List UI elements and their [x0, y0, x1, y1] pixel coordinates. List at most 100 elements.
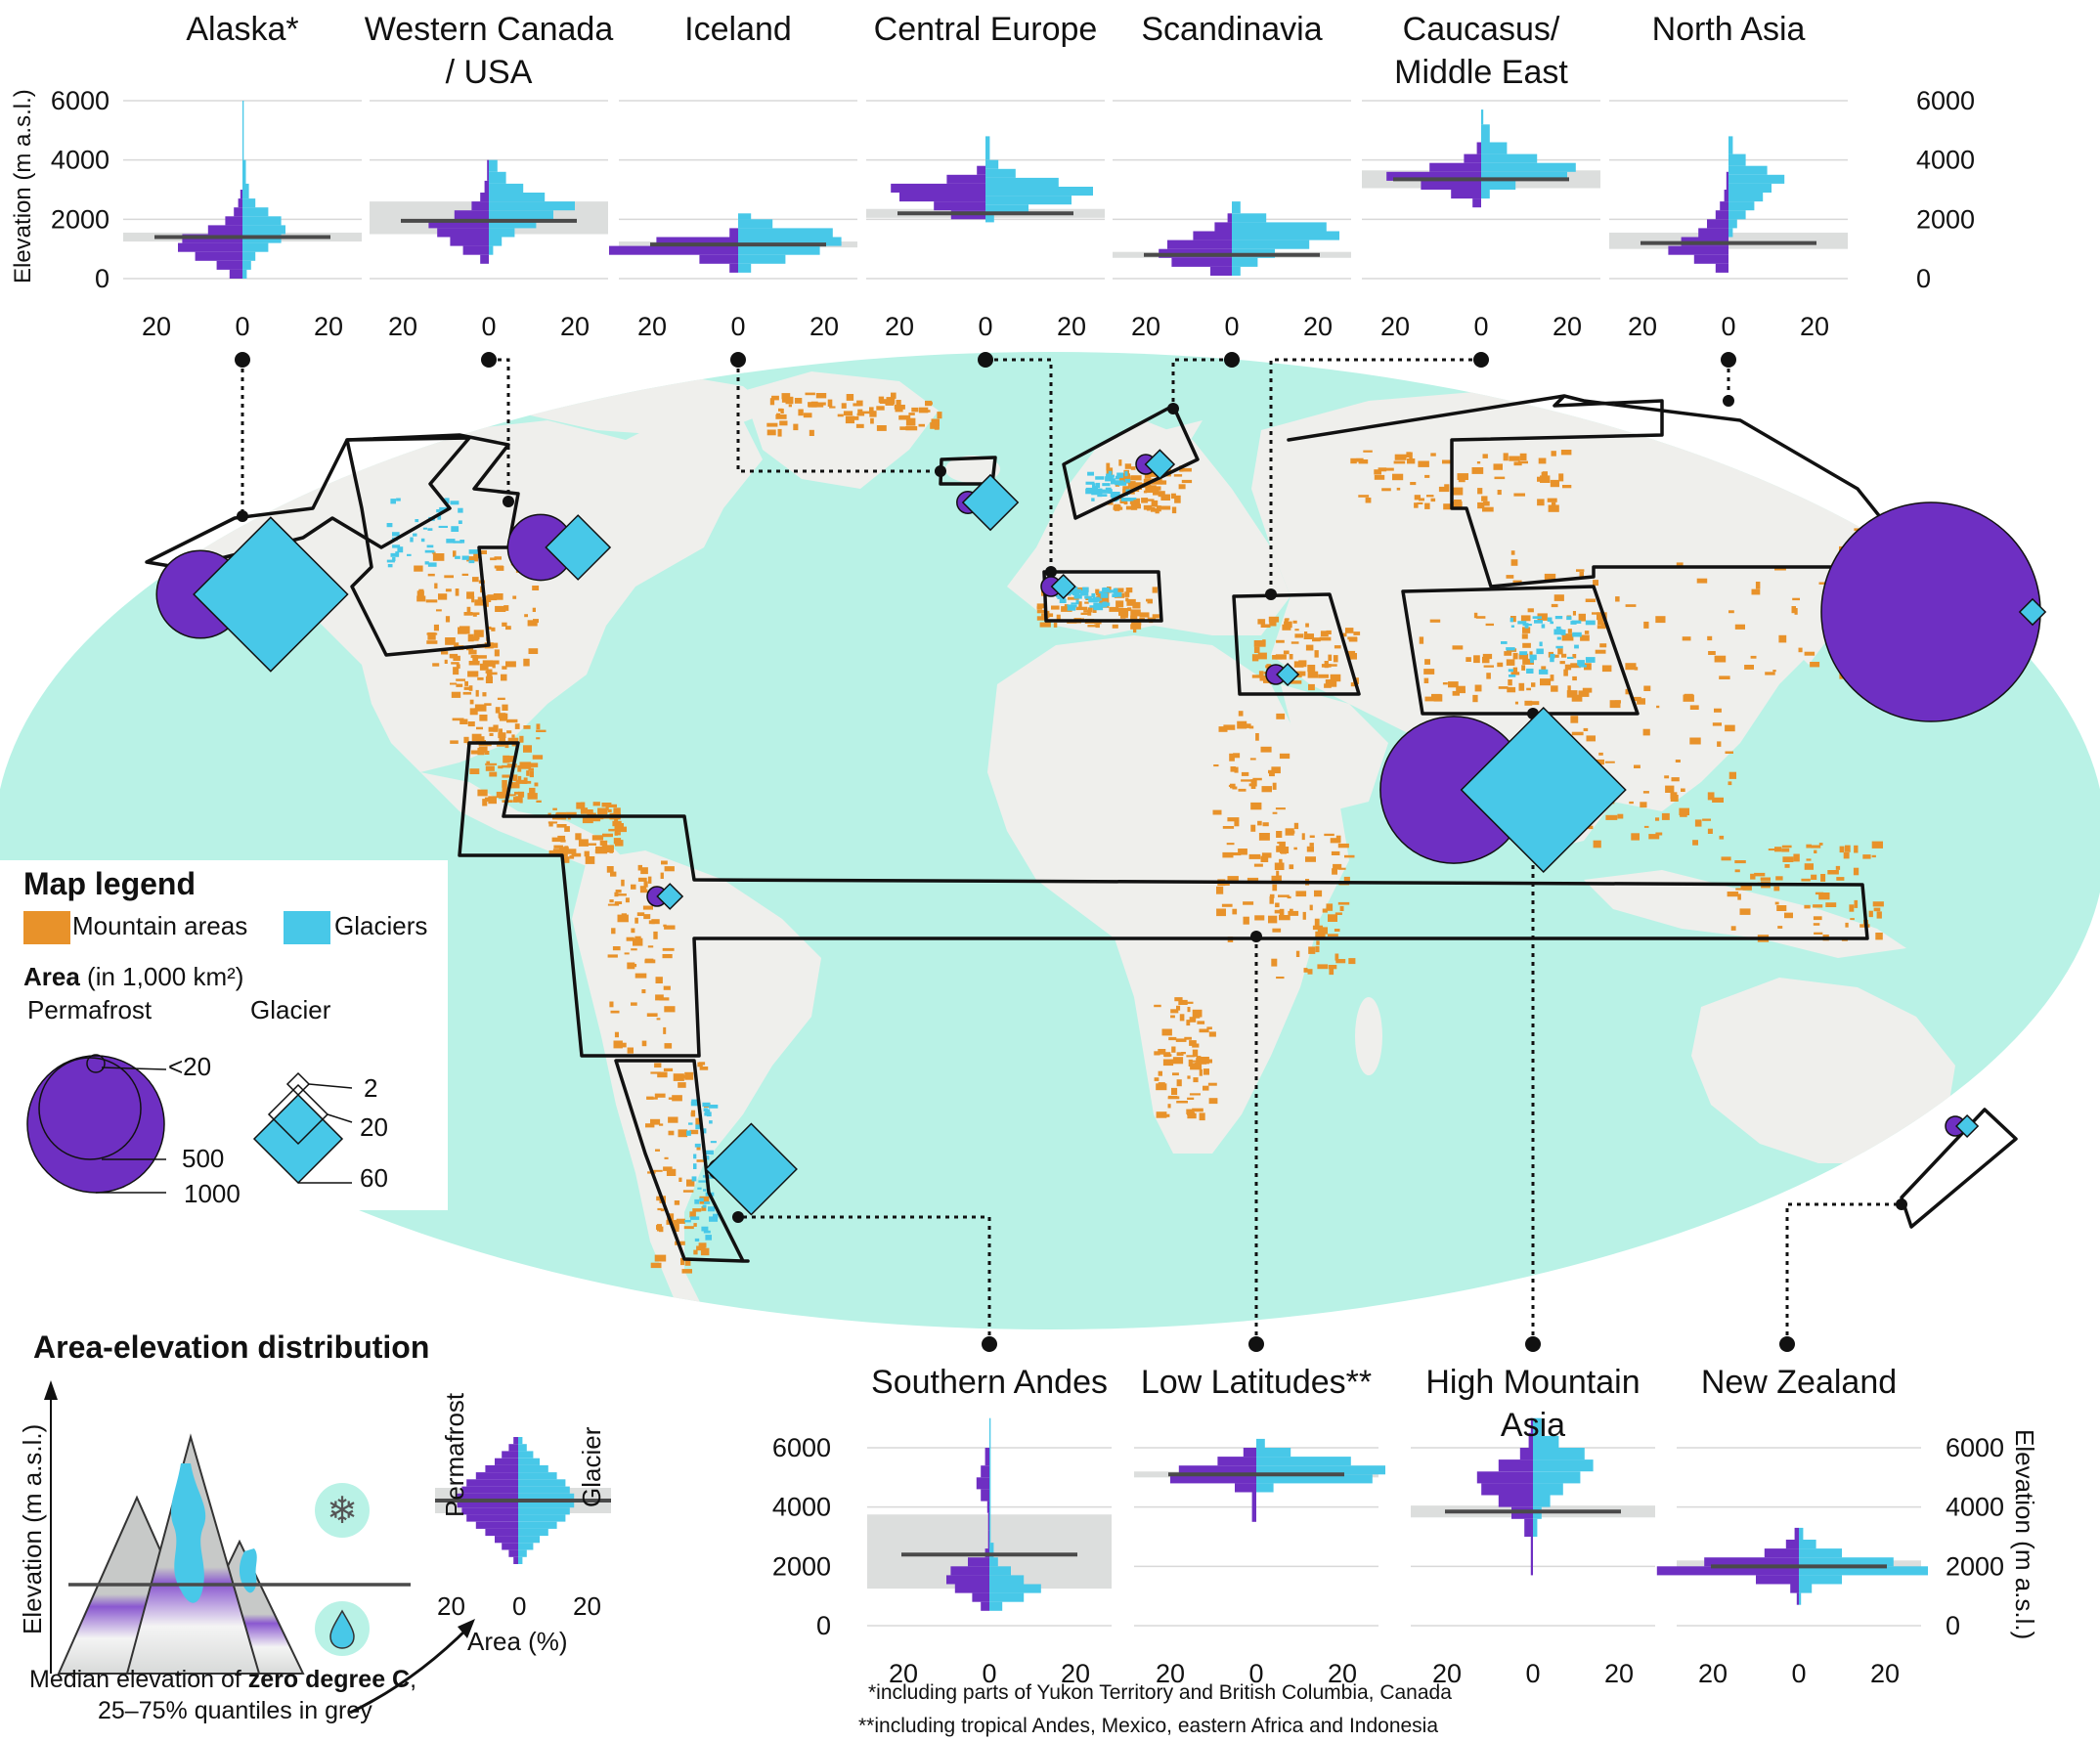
- mountain-patch: [1272, 928, 1282, 933]
- mountain-patch: [614, 832, 621, 836]
- mountain-patch: [523, 725, 531, 729]
- glacier-patch: [1949, 1178, 1953, 1184]
- mountain-patch: [1257, 820, 1262, 826]
- mountain-patch: [1537, 499, 1545, 506]
- glacier-patch: [705, 1109, 711, 1113]
- mountain-patch: [1363, 450, 1373, 453]
- mountain-patch: [677, 1218, 685, 1224]
- glacier-bar: [1256, 1465, 1385, 1475]
- glacier-patch: [1555, 626, 1561, 631]
- glacier-patch: [694, 1238, 700, 1241]
- mountain-patch: [1599, 643, 1607, 648]
- mountain-patch: [1642, 728, 1650, 736]
- glacier-patch: [426, 544, 434, 548]
- mountain-patch: [1818, 893, 1830, 900]
- mountain-patch: [1471, 467, 1484, 474]
- mountain-patch: [678, 1177, 682, 1182]
- mountain-patch: [1949, 1176, 1955, 1184]
- connector-end-dot: [732, 1211, 744, 1223]
- connector-dot: [1473, 352, 1489, 368]
- mountain-patch: [918, 423, 925, 427]
- permafrost-bar: [891, 183, 985, 193]
- mountain-patch: [1350, 457, 1357, 464]
- mountain-patch: [610, 1010, 620, 1014]
- mountain-patch: [502, 666, 507, 670]
- permafrost-bar: [1530, 1417, 1533, 1433]
- permafrost-bar: [1217, 1457, 1256, 1466]
- mountain-patch: [1847, 510, 1859, 517]
- mountain-patch: [1811, 874, 1817, 880]
- mountain-patch: [455, 588, 459, 596]
- permafrost-bar: [1693, 254, 1728, 264]
- mountain-patch: [1553, 594, 1564, 601]
- aed-glac-bar: [518, 1444, 527, 1452]
- mountain-patch: [918, 407, 929, 414]
- mountain-patch: [1595, 649, 1606, 654]
- mountain-patch: [1576, 569, 1585, 572]
- glacier-diamond-nasia: [2018, 597, 2047, 627]
- mountain-patch: [1124, 463, 1132, 469]
- glacier-bar: [1799, 1592, 1802, 1605]
- permafrost-bar: [216, 260, 242, 270]
- mountain-patch: [1964, 1164, 1977, 1170]
- mountain-patch: [1512, 652, 1518, 660]
- x-tick-label: 20: [889, 1659, 918, 1688]
- mountain-patch: [1851, 479, 1858, 482]
- mountain-patch: [1507, 686, 1516, 693]
- glacier-bar: [738, 245, 820, 255]
- area-bold: Area: [23, 962, 80, 991]
- mountain-patch: [1570, 716, 1579, 723]
- mountain-patch: [1269, 619, 1277, 627]
- mountain-patch: [1294, 629, 1299, 631]
- mountain-patch: [1314, 918, 1320, 927]
- x-tick-label: 20: [637, 312, 667, 341]
- x-tick-label: 20: [1328, 1659, 1357, 1688]
- glacier-patch: [1536, 648, 1544, 655]
- panel-title-iceland: Iceland: [684, 11, 792, 48]
- mountain-patch: [1414, 502, 1419, 508]
- permafrost-bar: [1528, 1432, 1533, 1448]
- mountain-patch: [1517, 460, 1528, 464]
- glacier-patch: [1517, 621, 1527, 625]
- mountain-patch: [479, 715, 488, 721]
- mountain-patch: [1521, 665, 1526, 671]
- connector-dot: [978, 352, 993, 368]
- mountain-patch: [805, 392, 815, 396]
- glacier-patch: [427, 562, 437, 567]
- glacier-patch: [703, 1189, 707, 1192]
- aed-glac-label: Glacier: [577, 1426, 606, 1507]
- mountain-patch: [445, 637, 456, 645]
- mountain-patch: [1365, 498, 1372, 503]
- permafrost-bar: [1451, 190, 1481, 199]
- glacier-patch: [1964, 1164, 1973, 1170]
- glacier-patch: [1118, 482, 1127, 486]
- mountain-patch: [1285, 828, 1294, 836]
- mountain-patch: [899, 414, 909, 419]
- mountain-patch: [505, 661, 516, 668]
- mountain-patch: [495, 707, 501, 714]
- mountain-patch: [876, 425, 887, 431]
- mountain-patch: [1248, 853, 1261, 859]
- legend-glac-size-20: 20: [360, 1112, 388, 1142]
- panel-title-wcanada: Western Canada / USA: [364, 11, 614, 91]
- mountain-patch: [660, 1208, 665, 1212]
- aed-note-a: Median elevation of: [29, 1666, 248, 1693]
- glacier-patch: [458, 520, 462, 524]
- mountain-patch: [1170, 1015, 1175, 1019]
- aed-perm-bar: [466, 1479, 518, 1487]
- glacier-patch: [451, 526, 459, 532]
- mountain-patch: [1529, 651, 1533, 657]
- glacier-bar: [1728, 153, 1746, 166]
- mountain-patch: [1482, 506, 1494, 512]
- mountain-patch: [1862, 854, 1871, 859]
- mountain-patch: [1179, 1014, 1185, 1022]
- mountain-patch: [1990, 1187, 1994, 1194]
- glacier-patch: [1101, 494, 1108, 497]
- glacier-patch: [710, 1141, 717, 1144]
- mountain-patch: [1276, 870, 1280, 879]
- glacier-patch: [468, 549, 478, 554]
- mountain-patch: [1306, 846, 1314, 852]
- glacier-patch: [1067, 604, 1072, 607]
- permafrost-bar: [462, 245, 489, 255]
- glacier-patch: [1108, 470, 1113, 475]
